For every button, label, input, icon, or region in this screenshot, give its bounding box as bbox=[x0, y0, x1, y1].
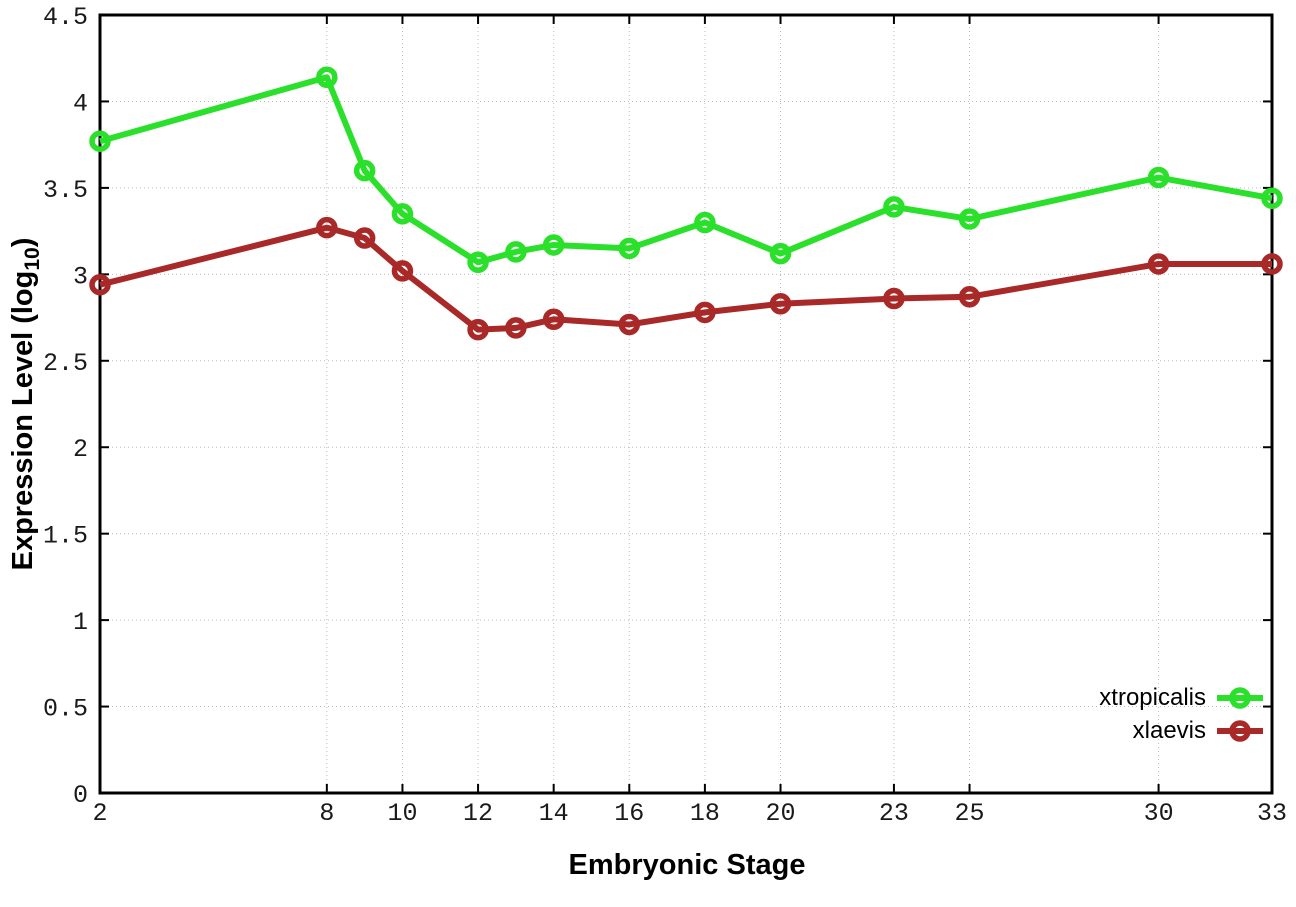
y-tick-label-0: 0 bbox=[73, 781, 88, 810]
legend-item-xlaevis: xlaevis bbox=[1133, 716, 1264, 746]
y-tick-label-0.5: 0.5 bbox=[43, 695, 88, 724]
series-line-xlaevis bbox=[99, 224, 1272, 333]
data-point-xtropicalis-18 bbox=[694, 211, 716, 234]
xtropicalis-line-point-sample-icon bbox=[1217, 687, 1263, 709]
y-tick-label-2: 2 bbox=[73, 435, 88, 464]
x-tick-label-14: 14 bbox=[539, 799, 569, 828]
data-point-xlaevis-33 bbox=[1261, 253, 1283, 275]
y-tick-label-4.5: 4.5 bbox=[43, 3, 88, 32]
data-point-xtropicalis-9 bbox=[353, 159, 376, 182]
data-point-xlaevis-16 bbox=[618, 313, 641, 336]
x-tick-label-2: 2 bbox=[92, 799, 107, 828]
series-line-xtropicalis bbox=[99, 74, 1273, 266]
y-axis-title-subscript: 10 bbox=[20, 247, 44, 271]
data-point-xtropicalis-13 bbox=[505, 241, 527, 263]
y-tick-label-3.5: 3.5 bbox=[43, 176, 88, 205]
x-axis-title: Embryonic Stage bbox=[568, 849, 806, 881]
data-point-xlaevis-18 bbox=[694, 301, 716, 324]
x-tick-label-25: 25 bbox=[955, 799, 985, 828]
legend-label-xlaevis: xlaevis bbox=[1132, 717, 1206, 744]
data-point-xlaevis-10 bbox=[391, 260, 414, 282]
data-point-xlaevis-14 bbox=[542, 308, 565, 331]
data-point-xtropicalis-23 bbox=[883, 196, 905, 218]
data-point-xtropicalis-8 bbox=[316, 66, 338, 88]
y-axis-title: Expression Level (log10) bbox=[7, 238, 45, 571]
legend: xtropicalis xlaevis bbox=[1099, 683, 1264, 746]
data-point-xtropicalis-20 bbox=[769, 242, 792, 265]
data-point-xlaevis-30 bbox=[1147, 253, 1170, 275]
data-point-xlaevis-25 bbox=[958, 286, 981, 308]
xlaevis-line-point-sample-icon bbox=[1217, 720, 1263, 742]
y-axis-title-prefix: Expression Level (log bbox=[7, 270, 40, 571]
data-point-xtropicalis-14 bbox=[542, 234, 565, 256]
x-tick-label-23: 23 bbox=[879, 799, 909, 828]
x-tick-label-33: 33 bbox=[1257, 799, 1287, 828]
data-point-xtropicalis-16 bbox=[618, 237, 641, 260]
x-tick-label-12: 12 bbox=[463, 799, 493, 828]
x-tick-label-8: 8 bbox=[319, 799, 334, 828]
y-tick-label-3: 3 bbox=[73, 262, 88, 291]
data-point-xtropicalis-10 bbox=[391, 203, 414, 225]
x-tick-label-20: 20 bbox=[766, 799, 796, 828]
y-tick-label-2.5: 2.5 bbox=[43, 349, 88, 378]
y-tick-label-4: 4 bbox=[73, 89, 88, 118]
data-point-xtropicalis-33 bbox=[1261, 187, 1283, 210]
data-point-xtropicalis-25 bbox=[958, 208, 981, 230]
legend-item-xtropicalis: xtropicalis bbox=[1099, 683, 1264, 713]
data-point-xlaevis-13 bbox=[505, 317, 527, 339]
data-point-xlaevis-23 bbox=[883, 287, 905, 310]
data-point-xlaevis-8 bbox=[316, 216, 338, 239]
y-tick-label-1: 1 bbox=[73, 608, 88, 637]
data-point-xlaevis-20 bbox=[769, 292, 792, 315]
data-point-xtropicalis-12 bbox=[467, 251, 489, 273]
data-point-xtropicalis-2 bbox=[89, 130, 111, 152]
data-point-xlaevis-9 bbox=[353, 227, 376, 249]
data-point-xtropicalis-30 bbox=[1147, 166, 1170, 189]
x-tick-label-30: 30 bbox=[1144, 799, 1174, 828]
x-tick-label-16: 16 bbox=[614, 799, 644, 828]
plot-border bbox=[98, 13, 1274, 795]
x-tick-label-10: 10 bbox=[387, 799, 417, 828]
y-axis-title-suffix: ) bbox=[7, 237, 40, 248]
legend-label-xtropicalis: xtropicalis bbox=[1099, 684, 1206, 711]
data-point-xlaevis-12 bbox=[467, 318, 489, 341]
y-tick-label-1.5: 1.5 bbox=[43, 522, 88, 551]
data-point-xlaevis-2 bbox=[89, 273, 111, 296]
x-tick-label-18: 18 bbox=[690, 799, 720, 828]
